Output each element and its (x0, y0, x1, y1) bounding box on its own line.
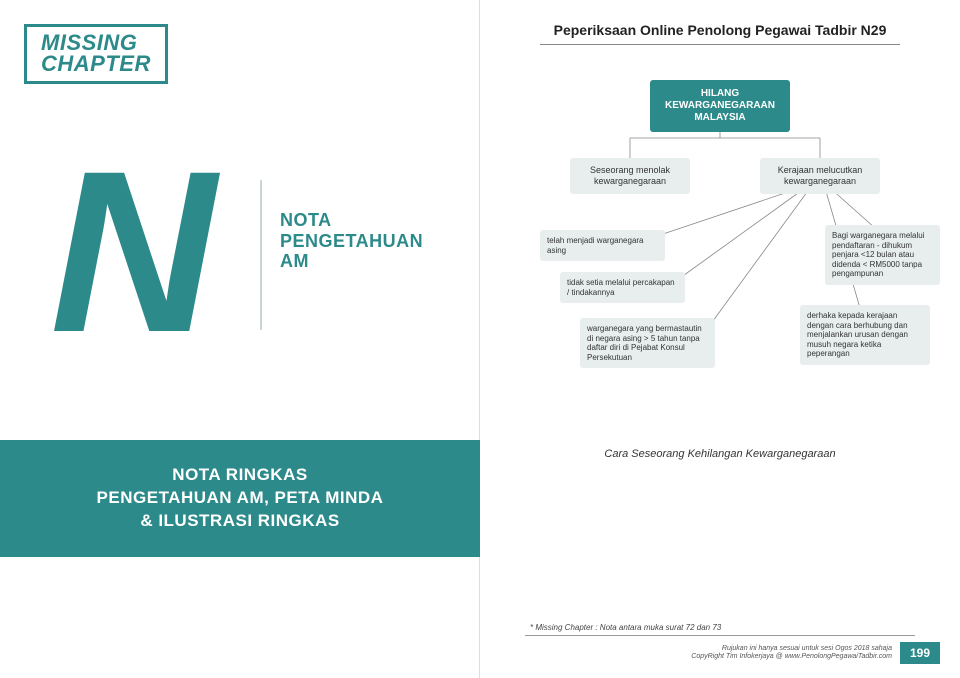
diagram-leaf-treason: derhaka kepada kerajaan dengan cara berh… (800, 305, 930, 365)
footer-copyright: Rujukan ini hanya sesuai untuk sesi Ogos… (691, 645, 892, 662)
hero-subtitle-line-3: AM (280, 251, 423, 272)
diagram-root-node: HILANG KEWARGANEGARAAN MALAYSIA (650, 80, 790, 132)
footer-line-2: CopyRight Tim Infokerjaya @ www.Penolong… (691, 653, 892, 661)
diagram-branch-revoke: Kerajaan melucutkan kewarganegaraan (760, 158, 880, 194)
right-content-page: Peperiksaan Online Penolong Pegawai Tadb… (480, 0, 960, 678)
brand-line-2: CHAPTER (41, 54, 151, 75)
footnote-text: * Missing Chapter : Nota antara muka sur… (530, 623, 721, 632)
diagram-leaf-disloyal: tidak setia melalui percakapan / tindaka… (560, 272, 685, 303)
left-cover-page: MISSING CHAPTER N NOTA PENGETAHUAN AM NO… (0, 0, 480, 678)
band-line-2: PENGETAHUAN AM, PETA MINDA (20, 487, 460, 510)
hero-subtitle-line-1: NOTA (280, 210, 423, 231)
footnote-divider (525, 635, 915, 636)
hero-subtitle: NOTA PENGETAHUAN AM (280, 210, 423, 272)
diagram-branch-renounce: Seseorang menolak kewarganegaraan (570, 158, 690, 194)
diagram-leaf-registration-penalty: Bagi warganegara melalui pendaftaran - d… (825, 225, 940, 285)
brand-logo-box: MISSING CHAPTER (24, 24, 168, 84)
diagram-leaf-abroad-5yr: warganegara yang bermastautin di negara … (580, 318, 715, 368)
hero-letter: N (50, 160, 206, 344)
citizenship-loss-diagram: HILANG KEWARGANEGARAAN MALAYSIA Seseoran… (480, 80, 960, 430)
band-line-1: NOTA RINGKAS (20, 464, 460, 487)
footer-line-1: Rujukan ini hanya sesuai untuk sesi Ogos… (691, 645, 892, 653)
hero-subtitle-line-2: PENGETAHUAN (280, 231, 423, 252)
hero-letter-block: N NOTA PENGETAHUAN AM (0, 160, 480, 390)
band-line-3: & ILUSTRASI RINGKAS (20, 510, 460, 533)
diagram-caption: Cara Seseorang Kehilangan Kewarganegaraa… (480, 448, 960, 460)
title-band: NOTA RINGKAS PENGETAHUAN AM, PETA MINDA … (0, 440, 480, 557)
header-underline (540, 44, 900, 45)
page-header-title: Peperiksaan Online Penolong Pegawai Tadb… (480, 22, 960, 38)
page-number-badge: 199 (900, 642, 940, 664)
diagram-leaf-foreign-citizen: telah menjadi warganegara asing (540, 230, 665, 261)
page-footer: Rujukan ini hanya sesuai untuk sesi Ogos… (691, 642, 940, 664)
vertical-divider (260, 180, 262, 330)
